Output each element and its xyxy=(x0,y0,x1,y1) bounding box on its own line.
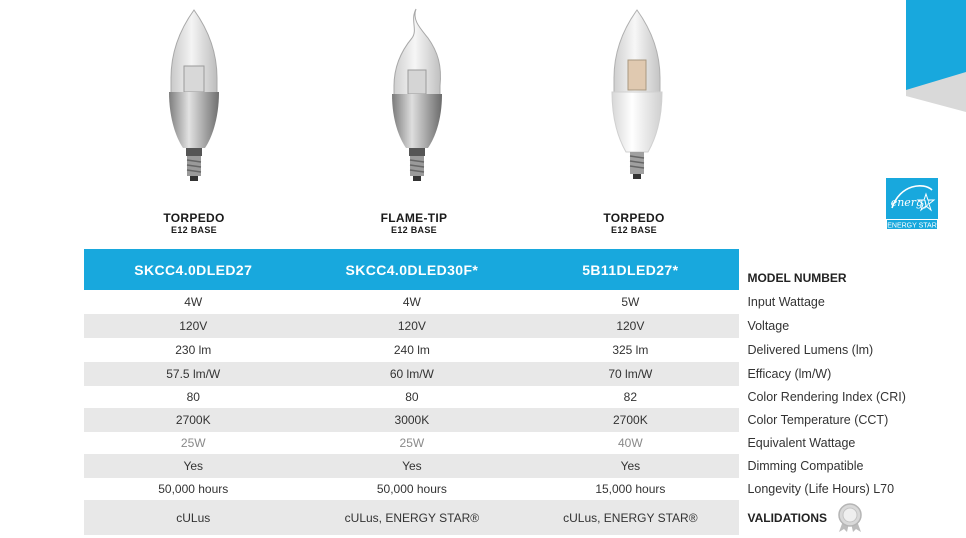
award-medal-icon xyxy=(838,502,862,532)
product-heading: FLAME-TIP E12 BASE xyxy=(304,212,524,236)
product-shape: FLAME-TIP xyxy=(380,211,448,225)
spec-label: Efficacy (lm/W) xyxy=(739,362,966,386)
product-base: E12 BASE xyxy=(611,225,657,235)
spec-label: Equivalent Wattage xyxy=(739,432,966,454)
validations-label-cell: VALIDATIONS xyxy=(739,500,966,535)
product-shape: TORPEDO xyxy=(163,211,225,225)
spec-value: 80 xyxy=(405,390,419,404)
spec-label: Color Temperature (CCT) xyxy=(739,408,966,432)
spec-value: 230 lm xyxy=(175,343,212,357)
spec-value: 120V xyxy=(84,314,303,338)
spec-value: 25W xyxy=(180,436,206,450)
spec-row-cri: 80 80 82 Color Rendering Index (CRI) xyxy=(84,386,966,408)
spec-value: cULus xyxy=(84,500,303,535)
spec-value: 60 lm/W xyxy=(302,362,522,386)
spec-value: Yes xyxy=(521,454,740,478)
model-number-label: MODEL NUMBER xyxy=(739,249,966,290)
spec-value: 50,000 hours xyxy=(158,482,229,496)
spec-value: 240 lm xyxy=(393,343,430,357)
spec-row-voltage: 120V 120V 120V Voltage xyxy=(84,314,966,338)
spec-value: 5W xyxy=(621,295,640,309)
spec-label: Longevity (Life Hours) L70 xyxy=(739,478,966,500)
spec-value: Yes xyxy=(84,454,303,478)
spec-value: cULus, ENERGY STAR® xyxy=(521,500,740,535)
spec-value: 50,000 hours xyxy=(376,482,447,496)
spec-label: Color Rendering Index (CRI) xyxy=(739,386,966,408)
spec-value: 57.5 lm/W xyxy=(84,362,303,386)
product-base: E12 BASE xyxy=(171,225,217,235)
model-row: SKCC4.0DLED27 SKCC4.0DLED30F* 5B11DLED27… xyxy=(84,249,966,290)
model-number-cell: SKCC4.0DLED30F* xyxy=(302,249,522,290)
spec-value: Yes xyxy=(302,454,522,478)
svg-text:energy: energy xyxy=(891,196,930,209)
product-shape: TORPEDO xyxy=(603,211,665,225)
spec-value: 15,000 hours xyxy=(595,482,666,496)
spec-value: 25W xyxy=(399,436,425,450)
spec-value: 70 lm/W xyxy=(521,362,740,386)
silver-torpedo-bulb-icon xyxy=(153,6,235,186)
spec-label: Dimming Compatible xyxy=(739,454,966,478)
spec-row-cct: 2700K 3000K 2700K Color Temperature (CCT… xyxy=(84,408,966,432)
spec-table: SKCC4.0DLED27 SKCC4.0DLED30F* 5B11DLED27… xyxy=(84,249,966,535)
energy-star-logo-icon: energy ENERGY STAR xyxy=(886,178,938,230)
product-base: E12 BASE xyxy=(391,225,437,235)
spec-row-validations: cULus cULus, ENERGY STAR® cULus, ENERGY … xyxy=(84,500,966,535)
spec-row-dimming: Yes Yes Yes Dimming Compatible xyxy=(84,454,966,478)
svg-text:ENERGY STAR: ENERGY STAR xyxy=(887,223,937,230)
spec-row-longevity: 50,000 hours 50,000 hours 15,000 hours L… xyxy=(84,478,966,500)
spec-row-equivalent-wattage: 25W 25W 40W Equivalent Wattage xyxy=(84,432,966,454)
spec-value: 325 lm xyxy=(612,343,649,357)
spec-row-lumens: 230 lm 240 lm 325 lm Delivered Lumens (l… xyxy=(84,338,966,362)
flame-tip-bulb-icon xyxy=(376,6,458,186)
model-number-cell: 5B11DLED27* xyxy=(521,249,740,290)
spec-value: 2700K xyxy=(521,408,740,432)
spec-label: Voltage xyxy=(739,314,966,338)
spec-value: 82 xyxy=(623,390,638,404)
spec-value: cULus, ENERGY STAR® xyxy=(302,500,522,535)
spec-value: 120V xyxy=(302,314,522,338)
spec-row-efficacy: 57.5 lm/W 60 lm/W 70 lm/W Efficacy (lm/W… xyxy=(84,362,966,386)
spec-label: Input Wattage xyxy=(739,290,966,314)
spec-value: 4W xyxy=(402,295,421,309)
white-torpedo-bulb-icon xyxy=(596,6,678,186)
spec-value: 4W xyxy=(184,295,203,309)
spec-value: 2700K xyxy=(84,408,303,432)
product-heading: TORPEDO E12 BASE xyxy=(524,212,744,236)
validations-label: VALIDATIONS xyxy=(747,510,828,525)
spec-value: 40W xyxy=(618,436,643,450)
spec-value: 120V xyxy=(521,314,740,338)
spec-row-input-wattage: 4W 4W 5W Input Wattage xyxy=(84,290,966,314)
corner-tab-decoration xyxy=(906,0,966,112)
spec-value: 80 xyxy=(186,390,200,404)
model-number-cell: SKCC4.0DLED27 xyxy=(84,249,303,290)
spec-label: Delivered Lumens (lm) xyxy=(739,338,966,362)
spec-value: 3000K xyxy=(302,408,522,432)
product-heading: TORPEDO E12 BASE xyxy=(84,212,304,236)
